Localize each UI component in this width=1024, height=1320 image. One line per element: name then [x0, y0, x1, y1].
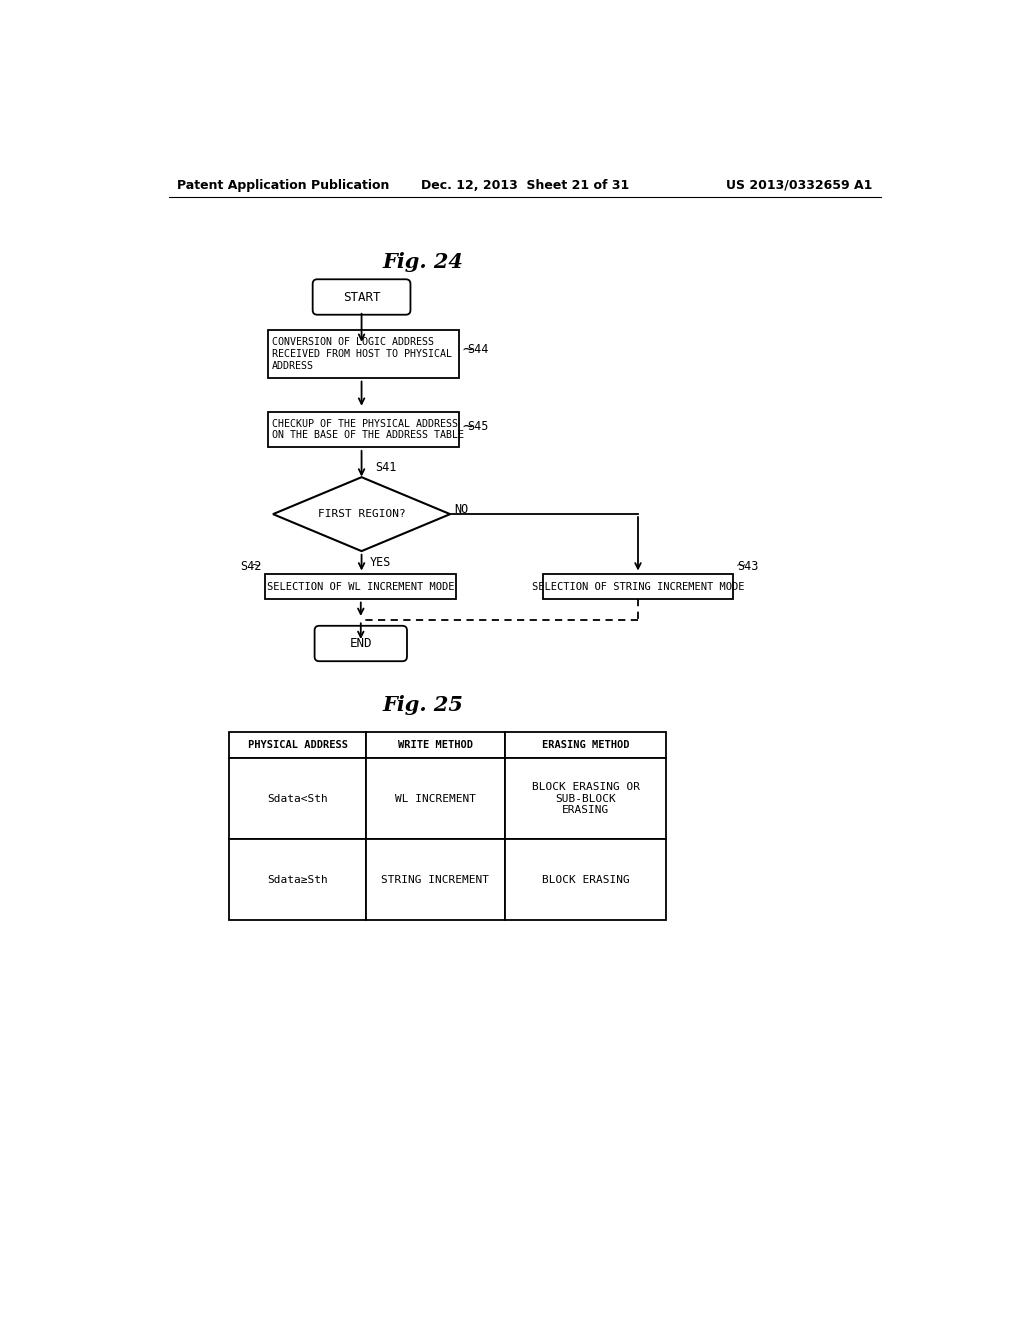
- Text: US 2013/0332659 A1: US 2013/0332659 A1: [726, 178, 872, 191]
- Bar: [505, 733, 667, 758]
- Text: S41: S41: [376, 461, 396, 474]
- Text: YES: YES: [370, 556, 390, 569]
- FancyBboxPatch shape: [314, 626, 407, 661]
- Bar: [267, 330, 459, 378]
- FancyBboxPatch shape: [312, 280, 411, 314]
- Text: Sdata<Sth: Sdata<Sth: [267, 793, 328, 804]
- Text: CONVERSION OF LOGIC ADDRESS
RECEIVED FROM HOST TO PHYSICAL
ADDRESS: CONVERSION OF LOGIC ADDRESS RECEIVED FRO…: [272, 338, 453, 371]
- Text: Fig. 25: Fig. 25: [383, 696, 464, 715]
- Bar: [229, 840, 367, 920]
- Bar: [265, 574, 457, 599]
- Bar: [229, 733, 367, 758]
- Bar: [267, 412, 459, 447]
- Polygon shape: [273, 478, 451, 552]
- Text: S45: S45: [467, 420, 488, 433]
- Bar: [367, 840, 505, 920]
- Bar: [367, 733, 505, 758]
- Text: BLOCK ERASING: BLOCK ERASING: [542, 875, 630, 884]
- Text: ~: ~: [250, 558, 261, 572]
- Bar: [367, 758, 505, 840]
- Bar: [505, 758, 667, 840]
- Text: S43: S43: [737, 560, 759, 573]
- Text: WRITE METHOD: WRITE METHOD: [398, 741, 473, 750]
- Bar: [543, 574, 733, 599]
- Text: FIRST REGION?: FIRST REGION?: [317, 510, 406, 519]
- Text: Sdata≥Sth: Sdata≥Sth: [267, 875, 328, 884]
- Text: NO: NO: [454, 503, 468, 516]
- Text: ~: ~: [736, 558, 746, 572]
- Text: Dec. 12, 2013  Sheet 21 of 31: Dec. 12, 2013 Sheet 21 of 31: [421, 178, 629, 191]
- Text: BLOCK ERASING OR
SUB-BLOCK
ERASING: BLOCK ERASING OR SUB-BLOCK ERASING: [531, 781, 640, 816]
- Text: SELECTION OF WL INCREMENT MODE: SELECTION OF WL INCREMENT MODE: [267, 582, 455, 591]
- Bar: [229, 758, 367, 840]
- Text: ERASING METHOD: ERASING METHOD: [542, 741, 630, 750]
- Text: ~: ~: [461, 342, 474, 356]
- Text: CHECKUP OF THE PHYSICAL ADDRESS
ON THE BASE OF THE ADDRESS TABLE: CHECKUP OF THE PHYSICAL ADDRESS ON THE B…: [272, 418, 464, 441]
- Bar: [505, 840, 667, 920]
- Text: SELECTION OF STRING INCREMENT MODE: SELECTION OF STRING INCREMENT MODE: [531, 582, 744, 591]
- Text: Fig. 24: Fig. 24: [383, 252, 464, 272]
- Text: ~: ~: [461, 418, 474, 434]
- Text: WL INCREMENT: WL INCREMENT: [395, 793, 476, 804]
- Text: S42: S42: [240, 560, 261, 573]
- Text: Patent Application Publication: Patent Application Publication: [177, 178, 389, 191]
- Text: END: END: [349, 638, 372, 649]
- Text: PHYSICAL ADDRESS: PHYSICAL ADDRESS: [248, 741, 348, 750]
- Text: S44: S44: [467, 343, 488, 356]
- Text: STRING INCREMENT: STRING INCREMENT: [382, 875, 489, 884]
- Text: START: START: [343, 290, 380, 304]
